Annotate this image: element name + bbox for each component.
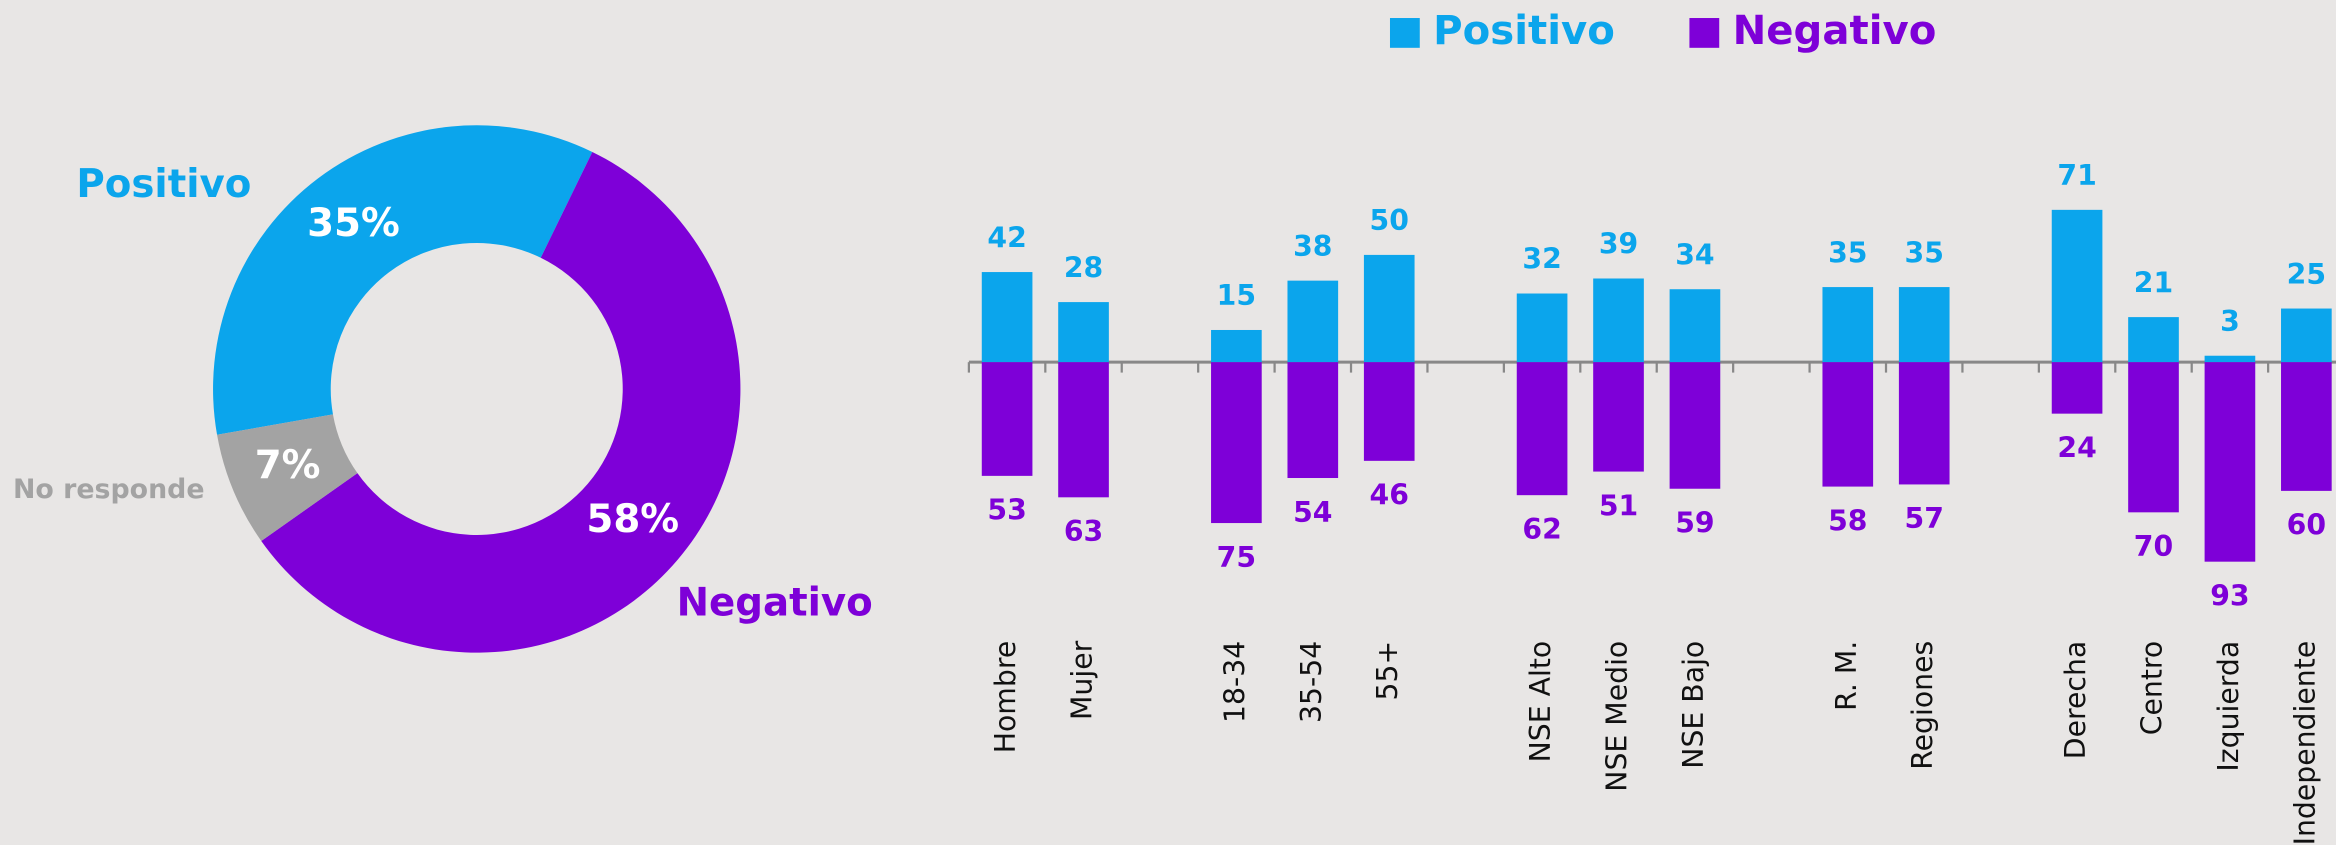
bar-value-label: 70 bbox=[2134, 530, 2173, 563]
bar-value-label: 62 bbox=[1522, 513, 1561, 546]
bar-value-label: 35 bbox=[1828, 236, 1867, 269]
bar bbox=[1822, 287, 1874, 363]
bar bbox=[1363, 362, 1415, 461]
bar bbox=[2051, 209, 2103, 363]
bar-value-label: 63 bbox=[1064, 515, 1103, 548]
x-tick-label: Derecha bbox=[2059, 641, 2092, 759]
x-tick-label: 35-54 bbox=[1295, 641, 1328, 723]
bar-value-label: 53 bbox=[987, 494, 1026, 527]
slice-value-label: 35% bbox=[307, 201, 400, 246]
bar-value-label: 35 bbox=[1905, 236, 1944, 269]
bar bbox=[2128, 362, 2179, 513]
bar bbox=[2128, 317, 2179, 363]
x-tick-label: Regiones bbox=[1906, 641, 1939, 770]
x-tick-label: 18-34 bbox=[1218, 641, 1251, 723]
bar-value-label: 93 bbox=[2210, 579, 2249, 612]
bar bbox=[1211, 329, 1262, 363]
bar-value-label: 25 bbox=[2287, 258, 2326, 291]
donut-slice bbox=[213, 125, 593, 435]
donut-slice bbox=[261, 151, 741, 653]
legend-swatch bbox=[1389, 18, 1420, 48]
bar bbox=[1898, 287, 1950, 363]
bar bbox=[1058, 302, 1109, 363]
bar-value-label: 46 bbox=[1370, 479, 1409, 512]
bar bbox=[2281, 362, 2332, 491]
legend-label: Positivo bbox=[1433, 8, 1615, 54]
bar bbox=[981, 362, 1033, 476]
bar-value-label: 42 bbox=[987, 221, 1026, 254]
x-tick-label: Mujer bbox=[1066, 640, 1099, 720]
bar bbox=[2204, 362, 2256, 562]
bar-value-label: 34 bbox=[1675, 238, 1714, 271]
x-tick-label: 55+ bbox=[1371, 641, 1404, 701]
legend-label: Negativo bbox=[1733, 8, 1937, 54]
bar-value-label: 50 bbox=[1370, 204, 1409, 237]
bar bbox=[1058, 362, 1109, 498]
bar-value-label: 57 bbox=[1905, 502, 1944, 535]
bar bbox=[1669, 362, 1721, 489]
bar-value-label: 58 bbox=[1828, 504, 1867, 537]
bar-value-label: 51 bbox=[1599, 489, 1638, 522]
bar bbox=[2204, 355, 2256, 363]
bar-value-label: 54 bbox=[1293, 496, 1332, 529]
x-tick-label: Hombre bbox=[989, 641, 1022, 754]
bar-value-label: 3 bbox=[2220, 305, 2240, 338]
bar-value-label: 32 bbox=[1522, 243, 1561, 276]
bar-value-label: 71 bbox=[2057, 159, 2096, 192]
bar-value-label: 24 bbox=[2057, 431, 2096, 464]
bar bbox=[1287, 362, 1339, 479]
bar bbox=[2051, 362, 2103, 414]
bar-value-label: 15 bbox=[1217, 279, 1256, 312]
bar-value-label: 59 bbox=[1675, 506, 1714, 539]
bar bbox=[981, 272, 1033, 363]
bar bbox=[2281, 308, 2332, 363]
x-tick-label: NSE Medio bbox=[1601, 641, 1634, 792]
slice-name-label: Negativo bbox=[677, 581, 873, 626]
slice-name-label: No responde bbox=[13, 474, 205, 505]
bar bbox=[1287, 280, 1339, 363]
bar bbox=[1822, 362, 1874, 487]
bar-value-label: 28 bbox=[1064, 251, 1103, 284]
x-tick-label: Independiente bbox=[2288, 641, 2321, 845]
slice-value-label: 58% bbox=[586, 497, 679, 542]
bar-value-label: 21 bbox=[2134, 266, 2173, 299]
x-tick-label: NSE Bajo bbox=[1677, 641, 1710, 769]
bar bbox=[1211, 362, 1262, 524]
legend-swatch bbox=[1689, 18, 1720, 48]
bar bbox=[1593, 362, 1644, 472]
x-tick-label: R. M. bbox=[1830, 641, 1863, 711]
bar bbox=[1898, 362, 1950, 485]
donut-slice bbox=[217, 414, 358, 541]
bar-value-label: 39 bbox=[1599, 228, 1638, 261]
x-tick-label: Izquierda bbox=[2212, 641, 2245, 772]
bar bbox=[1363, 254, 1415, 363]
bar bbox=[1516, 362, 1568, 496]
bar bbox=[1593, 278, 1644, 363]
bar bbox=[1669, 289, 1721, 363]
slice-name-label: Positivo bbox=[76, 162, 251, 207]
x-tick-label: NSE Alto bbox=[1524, 641, 1557, 763]
bar bbox=[1516, 293, 1568, 363]
slice-value-label: 7% bbox=[255, 443, 321, 488]
x-tick-label: Centro bbox=[2136, 641, 2169, 736]
bar-value-label: 75 bbox=[1217, 541, 1256, 574]
bar-value-label: 60 bbox=[2287, 509, 2326, 542]
bar-value-label: 38 bbox=[1293, 230, 1332, 263]
